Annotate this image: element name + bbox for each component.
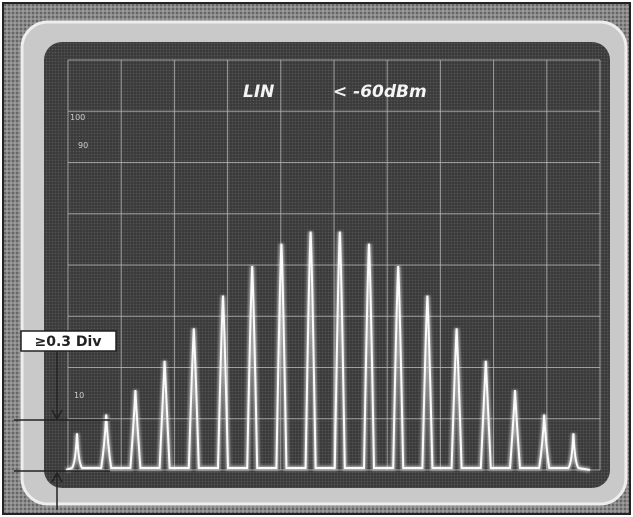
annotation: ≥0.3 Div xyxy=(35,334,102,350)
scope-photo: LIN < -60dBm 100 90 10 ≥0.3 Div xyxy=(0,0,633,517)
mode-label: LIN xyxy=(243,82,274,102)
scale-label: 100 xyxy=(70,113,85,122)
reference-label: < -60dBm xyxy=(333,82,427,102)
scale-label: 90 xyxy=(78,141,88,150)
scale-label: 10 xyxy=(74,391,84,400)
